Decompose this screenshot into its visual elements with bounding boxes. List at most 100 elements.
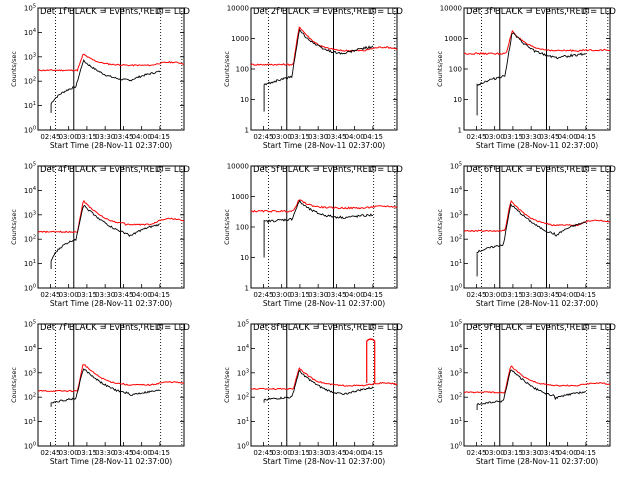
y-tick-label: 10000 [227, 163, 249, 171]
x-tick-label: 04:00 [558, 291, 578, 299]
y-tick-label: 103 [450, 368, 462, 377]
x-tick-label: 03:00 [272, 133, 292, 141]
y-tick-label: 100 [450, 442, 462, 451]
events-series-line [476, 32, 587, 116]
y-axis-label: Counts/sec [223, 367, 231, 403]
plot-frame [37, 7, 185, 131]
y-tick-label: 104 [24, 186, 36, 195]
y-tick-label: 103 [24, 52, 36, 61]
chart-panel-7: Det 7f BLACK = Events, RED = LLD 105 104 10… [10, 320, 190, 467]
y-axis-label: Counts/sec [10, 367, 18, 403]
y-tick-label: 102 [237, 393, 249, 402]
y-tick-label: 104 [450, 344, 462, 353]
y-tick-label: 101 [450, 417, 462, 426]
panel-title: Det 5f BLACK = Events, RED = LLD [253, 165, 403, 175]
x-tick-label: 03:15 [503, 133, 523, 141]
x-axis-label: Start Time (28-Nov-11 02:37:00) [263, 299, 385, 308]
x-tick-label: 04:00 [132, 291, 152, 299]
x-tick-label: 03:15 [290, 291, 310, 299]
plot-frame [37, 323, 185, 447]
y-tick-label: 1 [245, 285, 249, 293]
y-tick-label: 101 [24, 101, 36, 110]
x-tick-label: 02:45 [466, 133, 486, 141]
y-tick-label: 101 [450, 259, 462, 268]
chart-panel-8: Det 8f BLACK = Events, RED = LLD 105 104 10… [223, 320, 403, 467]
x-tick-label: 04:15 [150, 133, 170, 141]
x-tick-label: 04:00 [558, 449, 578, 457]
plot-frame [463, 165, 611, 289]
y-tick-label: 100 [236, 224, 249, 232]
y-tick-label: 101 [24, 417, 36, 426]
x-tick-label: 03:30 [95, 133, 115, 141]
x-tick-label: 03:30 [95, 291, 115, 299]
chart-panel-4: Det 4f BLACK = Events, RED = LLD 105 104 10… [10, 162, 190, 309]
y-tick-label: 102 [24, 235, 36, 244]
x-tick-label: 03:15 [77, 133, 97, 141]
y-tick-label: 100 [237, 442, 249, 451]
y-tick-label: 105 [24, 4, 36, 13]
y-tick-label: 104 [450, 186, 462, 195]
x-tick-label: 03:15 [503, 291, 523, 299]
y-tick-label: 10000 [440, 5, 462, 13]
x-tick-label: 04:00 [345, 133, 365, 141]
x-tick-label: 03:45 [539, 449, 559, 457]
y-tick-label: 100 [236, 66, 249, 74]
lld-series-line [250, 26, 398, 66]
x-axis-label: Start Time (28-Nov-11 02:37:00) [263, 141, 385, 150]
chart-panel-6: Det 6f BLACK = Events, RED = LLD 105 104 10… [436, 162, 616, 309]
x-tick-label: 04:15 [363, 133, 383, 141]
x-tick-label: 03:30 [521, 133, 541, 141]
x-tick-label: 03:45 [113, 291, 133, 299]
lld-series-line [463, 29, 611, 56]
lld-series-line [463, 365, 611, 394]
x-tick-label: 03:00 [272, 449, 292, 457]
y-tick-label: 100 [24, 284, 36, 293]
chart-panel-2: Det 2f BLACK = Events, RED = LLD10000100… [223, 5, 403, 151]
y-tick-label: 10000 [227, 5, 249, 13]
x-tick-label: 02:45 [40, 449, 60, 457]
y-tick-label: 10 [240, 254, 249, 262]
lld-series-line [250, 366, 398, 391]
x-tick-label: 02:45 [253, 449, 273, 457]
y-tick-label: 1000 [231, 35, 249, 43]
y-axis-label: Counts/sec [223, 209, 231, 245]
chart-panel-1: Det 1f BLACK = Events, RED = LLD 105 104 10… [10, 4, 190, 151]
x-tick-label: 03:00 [59, 449, 79, 457]
panel-title: Det 8f BLACK = Events, RED = LLD [253, 323, 403, 333]
x-tick-label: 03:30 [308, 133, 328, 141]
events-series-line [263, 28, 374, 112]
y-tick-label: 102 [24, 77, 36, 86]
panel-title: Det 9f BLACK = Events, RED = LLD [466, 323, 616, 333]
lld-series-line [38, 364, 185, 393]
x-axis-label: Start Time (28-Nov-11 02:37:00) [476, 141, 598, 150]
y-tick-label: 105 [237, 320, 249, 329]
x-tick-label: 03:30 [308, 449, 328, 457]
panel-title: Det 2f BLACK = Events, RED = LLD [253, 7, 403, 17]
x-tick-label: 04:15 [150, 449, 170, 457]
x-tick-label: 02:45 [466, 449, 486, 457]
y-axis-label: Counts/sec [436, 367, 444, 403]
events-series-line [476, 369, 586, 410]
x-tick-label: 03:45 [113, 133, 133, 141]
x-tick-label: 02:45 [40, 133, 60, 141]
x-tick-label: 03:45 [113, 449, 133, 457]
lld-series-line [37, 199, 185, 234]
x-axis-label: Start Time (28-Nov-11 02:37:00) [263, 457, 385, 466]
events-series-line [50, 59, 161, 113]
panel-title: Det 6f BLACK = Events, RED = LLD [466, 165, 616, 175]
plot-frame [250, 323, 398, 447]
y-tick-label: 100 [24, 442, 36, 451]
x-tick-label: 03:45 [326, 449, 346, 457]
y-tick-label: 1 [245, 127, 249, 135]
x-tick-label: 03:15 [503, 449, 523, 457]
x-tick-label: 03:15 [290, 449, 310, 457]
plot-frame [37, 165, 185, 289]
y-tick-label: 1000 [231, 193, 249, 201]
chart-panel-3: Det 3f BLACK = Events, RED = LLD10000100… [436, 5, 616, 151]
x-tick-label: 03:15 [77, 291, 97, 299]
y-tick-label: 103 [450, 210, 462, 219]
y-tick-label: 10 [240, 96, 249, 104]
y-tick-label: 105 [24, 320, 36, 329]
x-axis-label: Start Time (28-Nov-11 02:37:00) [50, 141, 172, 150]
x-tick-label: 04:15 [576, 133, 596, 141]
